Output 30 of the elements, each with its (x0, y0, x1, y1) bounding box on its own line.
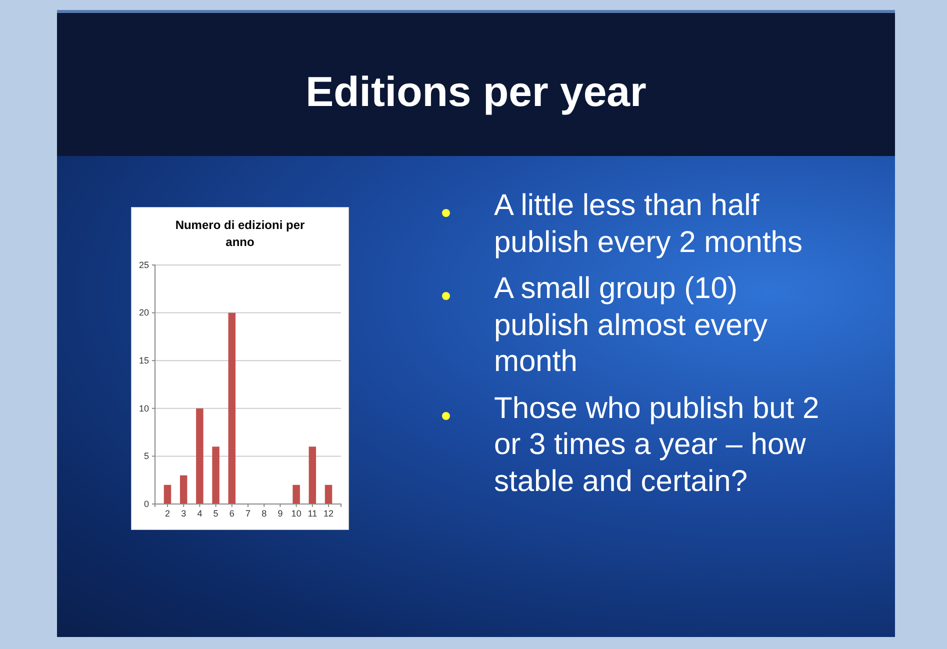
bar (228, 312, 236, 504)
y-tick-label: 0 (144, 498, 149, 509)
y-tick-label: 25 (138, 260, 149, 270)
y-tick-label: 20 (138, 308, 149, 318)
x-tick-label: 10 (291, 508, 302, 518)
bar (324, 484, 332, 504)
x-tick-label: 6 (229, 508, 234, 518)
text: Those who publish but 2 or 3 times a year – how stable and certain? (494, 392, 820, 498)
y-tick-label: 15 (138, 355, 149, 366)
x-tick-label: 12 (324, 508, 334, 518)
chart-title: Numero di edizioni per anno (175, 218, 305, 249)
x-tick-label: 2 (164, 508, 170, 518)
x-tick-label: 7 (245, 508, 251, 518)
y-tick-label: 10 (138, 403, 149, 414)
text: A little less than half publish every 2 months (494, 189, 802, 258)
text: Editions per year (304, 68, 648, 116)
bar (212, 446, 220, 504)
x-tick-label: 5 (213, 508, 218, 518)
x-tick-label: 4 (197, 508, 202, 518)
y-tick-label: 5 (144, 451, 149, 462)
x-tick-label: 11 (308, 508, 318, 518)
x-tick-label: 9 (278, 508, 283, 518)
bar (164, 484, 172, 504)
x-tick-label: 8 (262, 508, 267, 518)
bar (180, 475, 188, 504)
text: A small group (10) publish almost every month (494, 272, 768, 378)
bar (292, 484, 300, 504)
bar (308, 446, 316, 504)
x-tick-label: 3 (181, 508, 186, 518)
bar (196, 408, 204, 504)
